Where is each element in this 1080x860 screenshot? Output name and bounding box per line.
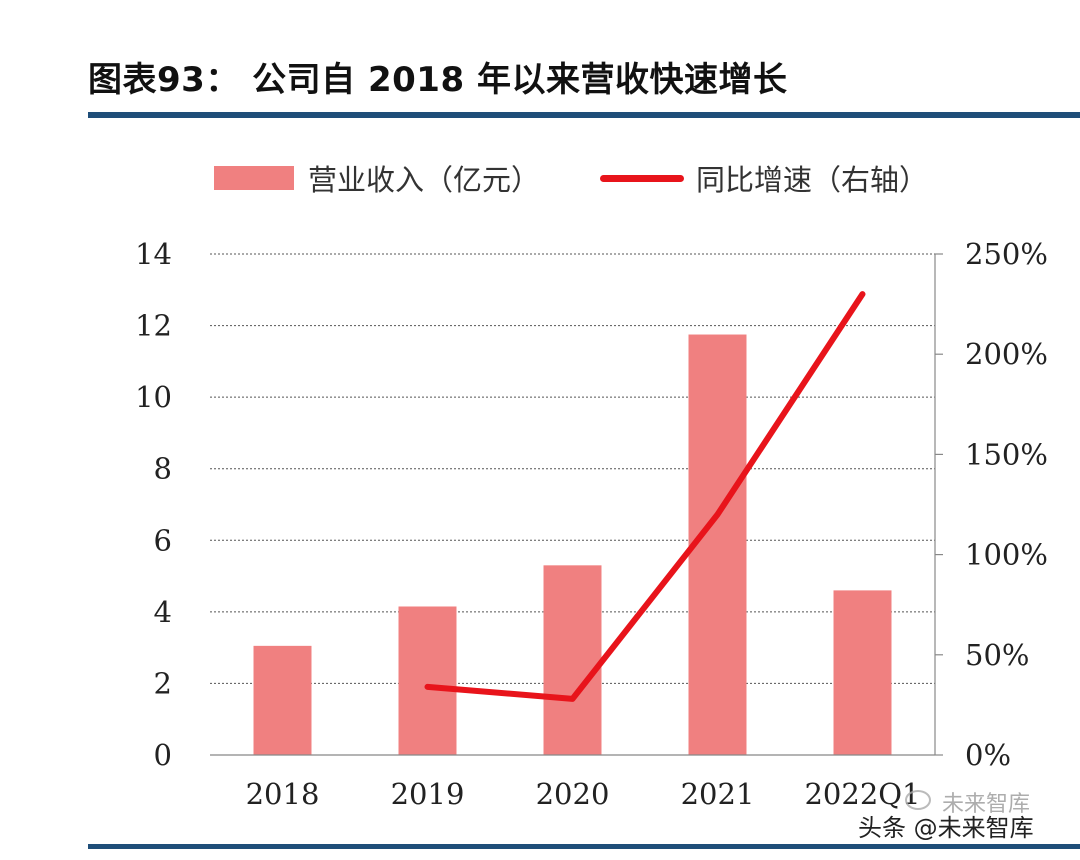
x-axis-tick-label: 2021 bbox=[681, 777, 755, 811]
x-axis-tick-label: 2019 bbox=[391, 777, 465, 811]
watermark-text: 头条 @未来智库 bbox=[858, 814, 1034, 842]
growth-rate-line bbox=[424, 291, 866, 702]
right-axis-tick-label: 0% bbox=[965, 738, 1011, 772]
revenue-bar bbox=[688, 334, 747, 755]
legend-line-swatch bbox=[600, 174, 685, 182]
right-axis-tick-label: 250% bbox=[965, 237, 1048, 271]
revenue-bar bbox=[543, 565, 602, 755]
x-axis-tick-label: 2020 bbox=[536, 777, 610, 811]
right-axis-tick-label: 200% bbox=[965, 337, 1048, 371]
legend-bar-label: 营业收入（亿元） bbox=[308, 163, 541, 197]
x-axis-tick-label: 2022Q1 bbox=[804, 777, 920, 811]
left-axis-tick-label: 8 bbox=[154, 452, 172, 486]
legend: 营业收入（亿元） 同比增速（右轴） bbox=[214, 156, 928, 200]
left-axis-tick-label: 2 bbox=[154, 666, 172, 700]
revenue-bar bbox=[398, 606, 457, 755]
x-axis-tick-label: 2018 bbox=[246, 777, 320, 811]
revenue-bar bbox=[833, 590, 892, 755]
right-axis-tick-label: 50% bbox=[965, 638, 1029, 672]
revenue-bar bbox=[253, 645, 312, 755]
chart-title: 图表93： 公司自 2018 年以来营收快速增长 bbox=[88, 60, 788, 100]
legend-line-label: 同比增速（右轴） bbox=[696, 163, 929, 197]
left-axis-tick-label: 4 bbox=[154, 595, 172, 629]
title-rule bbox=[88, 112, 1080, 118]
right-axis-tick-label: 150% bbox=[965, 437, 1048, 471]
legend-bar-swatch bbox=[214, 166, 294, 190]
left-axis-tick-label: 6 bbox=[154, 523, 172, 557]
left-axis-tick-label: 14 bbox=[135, 237, 172, 271]
bottom-rule bbox=[88, 844, 1080, 849]
left-axis-tick-label: 12 bbox=[135, 309, 172, 343]
left-axis-tick-label: 0 bbox=[154, 738, 172, 772]
right-axis-tick-label: 100% bbox=[965, 538, 1048, 572]
left-axis-tick-label: 10 bbox=[135, 380, 172, 414]
watermark-logo-icon bbox=[905, 790, 931, 810]
watermark-faint-text: 未来智库 bbox=[942, 792, 1031, 817]
